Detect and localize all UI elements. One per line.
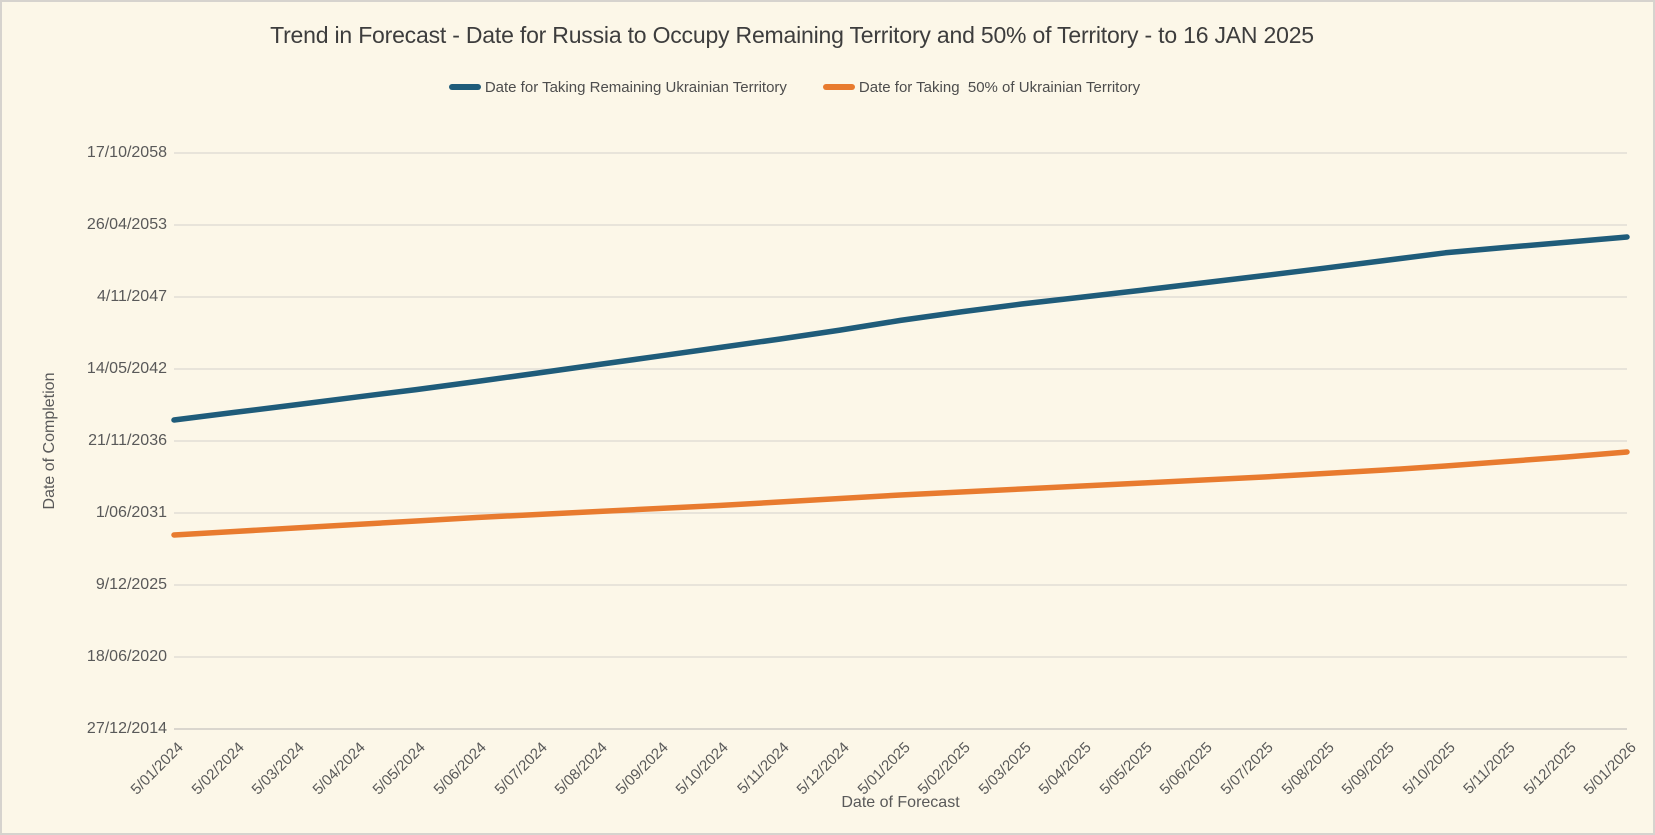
legend-swatch-remaining-territory-icon	[448, 84, 481, 90]
y-tick-label: 21/11/2036	[88, 432, 167, 449]
y-tick-label: 17/10/2058	[86, 144, 167, 161]
legend-label-remaining-territory: Date for Taking Remaining Ukrainian Terr…	[484, 78, 787, 96]
legend-swatch-50pct-territory-icon	[822, 84, 855, 90]
series-line-50pct-territory	[171, 449, 1630, 538]
y-tick-label: 27/12/2014	[86, 720, 167, 737]
chart-title: Trend in Forecast - Date for Russia to O…	[270, 22, 1314, 48]
legend-item-50pct-territory: Date for Taking 50% of Ukrainian Territo…	[822, 78, 1141, 96]
legend-label-50pct-territory: Date for Taking 50% of Ukrainian Territo…	[858, 78, 1141, 96]
y-tick-label: 1/06/2031	[95, 504, 167, 521]
series-line-remaining-territory	[171, 234, 1630, 423]
y-tick-label: 26/04/2053	[86, 216, 167, 233]
legend-item-remaining-territory: Date for Taking Remaining Ukrainian Terr…	[448, 78, 787, 96]
y-tick-label: 14/05/2042	[86, 360, 167, 377]
y-tick-label: 4/11/2047	[97, 288, 167, 305]
x-axis-title: Date of Forecast	[841, 794, 960, 811]
legend: Date for Taking Remaining Ukrainian Terr…	[2, 76, 1587, 98]
y-tick-label: 18/06/2020	[86, 648, 167, 665]
y-tick-label: 9/12/2025	[95, 576, 167, 593]
